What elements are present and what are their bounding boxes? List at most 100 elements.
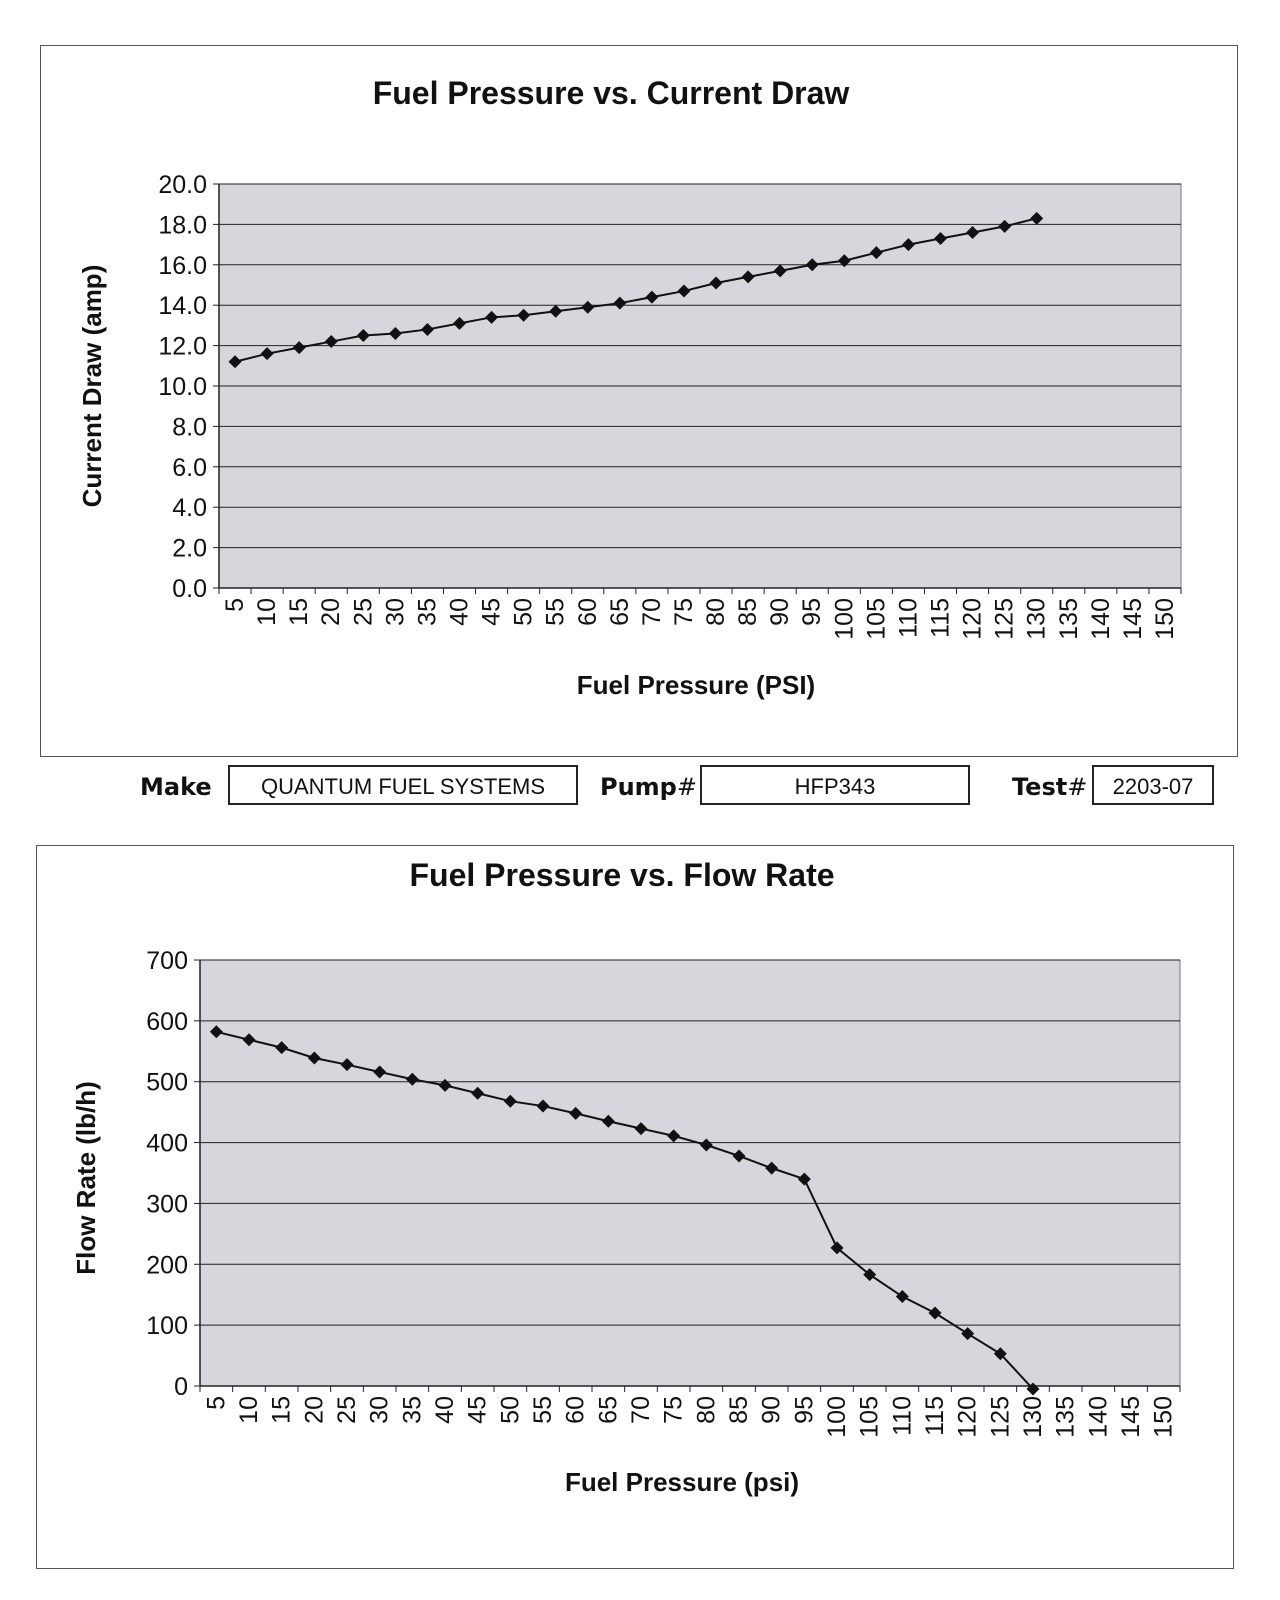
data-point (966, 225, 980, 239)
x-tick-label: 75 (670, 598, 698, 626)
data-point (324, 335, 338, 349)
y-tick-label: 300 (146, 1190, 188, 1218)
make-label: Make (140, 773, 212, 801)
x-tick-label: 10 (235, 1396, 263, 1424)
x-tick-label: 110 (894, 598, 922, 638)
y-tick-label: 18.0 (158, 211, 207, 239)
test-hash: # (1067, 773, 1088, 801)
make-field: QUANTUM FUEL SYSTEMS (228, 765, 578, 805)
y-tick-label: 400 (146, 1130, 188, 1158)
data-point (569, 1106, 583, 1120)
x-tick-label: 10 (253, 598, 281, 626)
x-tick-label: 60 (562, 1396, 590, 1424)
x-tick-label: 20 (317, 598, 345, 626)
data-point (797, 1172, 811, 1186)
chart-title: Fuel Pressure vs. Current Draw (373, 75, 850, 111)
x-tick-label: 35 (413, 598, 441, 626)
y-tick-label: 6.0 (172, 454, 207, 482)
data-point (699, 1138, 713, 1152)
y-tick-label: 16.0 (158, 252, 207, 280)
data-point (292, 341, 306, 355)
data-point (209, 1025, 223, 1039)
y-tick-label: 20.0 (158, 171, 207, 199)
data-point (961, 1327, 975, 1341)
data-point (420, 322, 434, 336)
data-point (677, 284, 691, 298)
plot-area (199, 959, 1181, 1387)
data-point (485, 310, 499, 324)
x-tick-label: 140 (1087, 598, 1115, 640)
x-tick-label: 95 (790, 1396, 818, 1424)
x-tick-label: 70 (627, 1396, 655, 1424)
x-tick-label: 100 (823, 1396, 851, 1438)
x-tick-label: 55 (529, 1396, 557, 1424)
x-tick-label: 115 (921, 1396, 949, 1436)
chart-title: Fuel Pressure vs. Flow Rate (409, 857, 834, 893)
data-point (837, 254, 851, 268)
x-tick-label: 85 (725, 1396, 753, 1424)
x-tick-label: 125 (986, 1396, 1014, 1438)
x-tick-label: 135 (1052, 1396, 1080, 1438)
x-tick-label: 90 (758, 1396, 786, 1424)
test-number-field: 2203-07 (1092, 765, 1214, 805)
data-point (869, 246, 883, 260)
data-point (645, 290, 659, 304)
y-tick-label: 500 (146, 1069, 188, 1097)
data-point (405, 1072, 419, 1086)
x-axis-label: Fuel Pressure (PSI) (577, 670, 815, 700)
data-point (453, 316, 466, 330)
x-tick-label: 15 (285, 598, 313, 626)
x-tick-label: 130 (1019, 1396, 1047, 1438)
data-point (709, 276, 723, 290)
data-point (765, 1161, 779, 1175)
data-point (388, 326, 402, 340)
data-point (228, 355, 242, 369)
x-tick-label: 50 (496, 1396, 524, 1424)
x-axis-label: Fuel Pressure (psi) (565, 1467, 799, 1497)
current-draw-chart: 0.0 2.0 4.0 6.0 8.0 10.0 12.0 14.0 16.0 18.0 20.0 5… (77, 75, 1182, 700)
y-tick-label: 100 (146, 1312, 188, 1340)
data-point (260, 347, 274, 361)
data-point (549, 304, 563, 318)
y-tick-label: 12.0 (158, 333, 207, 361)
x-tick-label: 30 (381, 598, 409, 626)
data-point (993, 1347, 1007, 1361)
x-tick-label: 110 (888, 1396, 916, 1436)
x-tick-label: 145 (1117, 1396, 1145, 1438)
data-point (613, 296, 627, 310)
x-tick-label: 40 (446, 598, 474, 626)
x-tick-label: 145 (1119, 598, 1147, 640)
data-point (517, 308, 531, 322)
x-tick-label: 105 (862, 598, 890, 640)
data-point (275, 1041, 289, 1055)
y-tick-label: 200 (146, 1251, 188, 1279)
data-point (928, 1306, 942, 1320)
y-tick-label: 700 (146, 947, 188, 975)
data-point (998, 219, 1012, 233)
test-label-text: Test (1012, 773, 1068, 801)
data-point (356, 329, 370, 342)
pump-number-field: HFP343 (700, 765, 970, 805)
x-tick-label: 135 (1055, 598, 1083, 640)
x-tick-label: 140 (1084, 1396, 1112, 1438)
data-point (307, 1051, 321, 1065)
data-point (471, 1086, 485, 1100)
x-tick-label: 50 (510, 598, 538, 626)
x-tick-label: 90 (766, 598, 794, 626)
series-line (216, 1030, 1034, 1390)
data-point (1026, 1382, 1040, 1396)
data-point (503, 1094, 517, 1108)
y-axis-label: Flow Rate (lb/h) (71, 1081, 101, 1275)
x-tick-label: 80 (692, 1396, 720, 1424)
x-tick-label: 55 (542, 598, 570, 626)
data-point (901, 238, 915, 252)
x-tick-label: 70 (638, 598, 666, 626)
data-point (373, 1065, 387, 1079)
test-label: Test# (1012, 765, 1087, 809)
pump-info-row: Make QUANTUM FUEL SYSTEMS Pump# HFP343 T… (0, 765, 1280, 809)
data-point (741, 270, 755, 284)
x-tick-label: 30 (366, 1396, 394, 1424)
x-tick-label: 45 (478, 598, 506, 626)
data-point (667, 1129, 681, 1143)
x-tick-label: 45 (464, 1396, 492, 1424)
